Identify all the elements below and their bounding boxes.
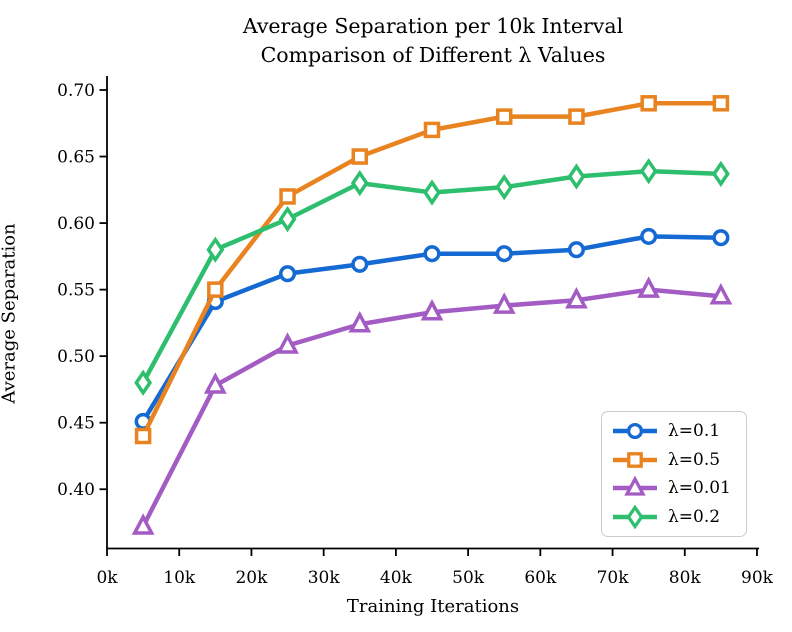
- series-lambda-0-5-marker-square: [134, 427, 152, 445]
- series-lambda-0-5-marker-square: [712, 95, 730, 112]
- legend-item-lambda-0-5: λ=0.5: [611, 446, 746, 474]
- series-lambda-0-01-marker-triangle: [492, 292, 516, 314]
- x-tick-label: 90k: [741, 568, 774, 588]
- legend-item-lambda-0-01: λ=0.01: [611, 474, 746, 502]
- series-lambda-0-5-marker-square: [279, 188, 296, 205]
- series-lambda-0-1-marker-circle: [712, 229, 730, 247]
- series-lambda-0-5-line: [140, 101, 724, 439]
- square-legend-sample-icon: [613, 451, 657, 468]
- y-tick-label: 0.50: [57, 347, 95, 367]
- series-lambda-0-01-marker-triangle: [420, 299, 444, 321]
- y-tick-label: 0.55: [57, 281, 95, 301]
- x-tick-label: 60k: [524, 568, 557, 588]
- x-tick-label: 10k: [163, 568, 196, 588]
- series-lambda-0-1-line: [140, 234, 724, 424]
- series-lambda-0-01-marker-triangle: [131, 513, 155, 535]
- series-lambda-0-2-marker-diamond: [567, 163, 586, 190]
- chart-title: Average Separation per 10k Interval Comp…: [107, 12, 759, 70]
- y-tick-label: 0.60: [57, 214, 95, 234]
- series-lambda-0-5-marker-square: [640, 95, 657, 112]
- y-tick-label: 0.45: [57, 414, 95, 434]
- y-tick-label: 0.40: [57, 480, 95, 500]
- series-lambda-0-1-marker-circle: [279, 265, 297, 283]
- series-lambda-0-2-marker-diamond: [495, 174, 514, 201]
- legend-label: λ=0.01: [668, 478, 731, 499]
- series-lambda-0-2-marker-diamond: [134, 369, 153, 396]
- series-lambda-0-1-marker-circle: [423, 245, 441, 263]
- series-lambda-0-01-marker-triangle: [276, 332, 299, 354]
- legend-item-lambda-0-2: λ=0.2: [611, 503, 746, 531]
- x-tick-label: 50k: [452, 568, 485, 588]
- x-tick-label: 70k: [597, 568, 630, 588]
- x-tick-label: 0k: [96, 568, 118, 588]
- series-lambda-0-01-marker-triangle: [565, 287, 588, 309]
- series-lambda-0-2-marker-diamond: [350, 170, 369, 197]
- series-lambda-0-01-marker-triangle: [348, 310, 372, 333]
- series-lambda-0-01-marker-triangle: [637, 276, 661, 298]
- x-tick-label: 30k: [308, 568, 341, 588]
- series-lambda-0-2-marker-diamond: [206, 236, 225, 263]
- legend-label: λ=0.2: [668, 506, 721, 527]
- series-lambda-0-2-marker-diamond: [711, 160, 730, 187]
- series-lambda-0-5-marker-square: [568, 108, 585, 125]
- chart-title-line1: Average Separation per 10k Interval: [242, 14, 624, 38]
- series-lambda-0-01-marker-triangle: [709, 283, 733, 305]
- series-lambda-0-1-marker-circle: [567, 241, 585, 259]
- diamond-icon: [626, 504, 644, 529]
- y-tick-label: 0.65: [57, 148, 95, 168]
- square-icon: [627, 451, 643, 468]
- y-tick-label: 0.70: [57, 81, 95, 101]
- legend-label: λ=0.5: [668, 449, 721, 470]
- legend-item-lambda-0-1: λ=0.1: [611, 417, 746, 445]
- circle-icon: [626, 423, 644, 440]
- x-tick-label: 20k: [235, 568, 268, 588]
- series-lambda-0-2-marker-diamond: [278, 205, 297, 233]
- x-tick-label: 40k: [380, 568, 413, 588]
- circle-legend-sample-icon: [613, 423, 657, 440]
- series-lambda-0-5-marker-square: [207, 281, 224, 298]
- triangle-icon: [624, 476, 646, 496]
- series-lambda-0-5-marker-square: [423, 121, 441, 139]
- series-lambda-0-1-marker-circle: [351, 255, 369, 273]
- diamond-legend-sample-icon: [613, 504, 657, 529]
- legend: λ=0.1 λ=0.5 λ=0.01 λ=0.2: [601, 411, 747, 537]
- series-lambda-0-5-marker-square: [495, 108, 513, 125]
- series-lambda-0-2-marker-diamond: [423, 179, 441, 206]
- legend-label: λ=0.1: [668, 421, 721, 442]
- series-lambda-0-01-marker-triangle: [203, 372, 227, 394]
- y-axis-label: Average Separation: [0, 223, 20, 404]
- series-lambda-0-2-marker-diamond: [639, 158, 658, 185]
- x-tick-label: 80k: [669, 568, 702, 588]
- series-lambda-0-1-marker-circle: [640, 227, 658, 245]
- chart-title-line2: Comparison of Different λ Values: [260, 43, 606, 67]
- series-lambda-0-5-marker-square: [351, 148, 369, 165]
- x-axis-label: Training Iterations: [346, 596, 520, 617]
- triangle-legend-sample-icon: [613, 476, 657, 496]
- series-lambda-0-1-marker-circle: [495, 245, 513, 263]
